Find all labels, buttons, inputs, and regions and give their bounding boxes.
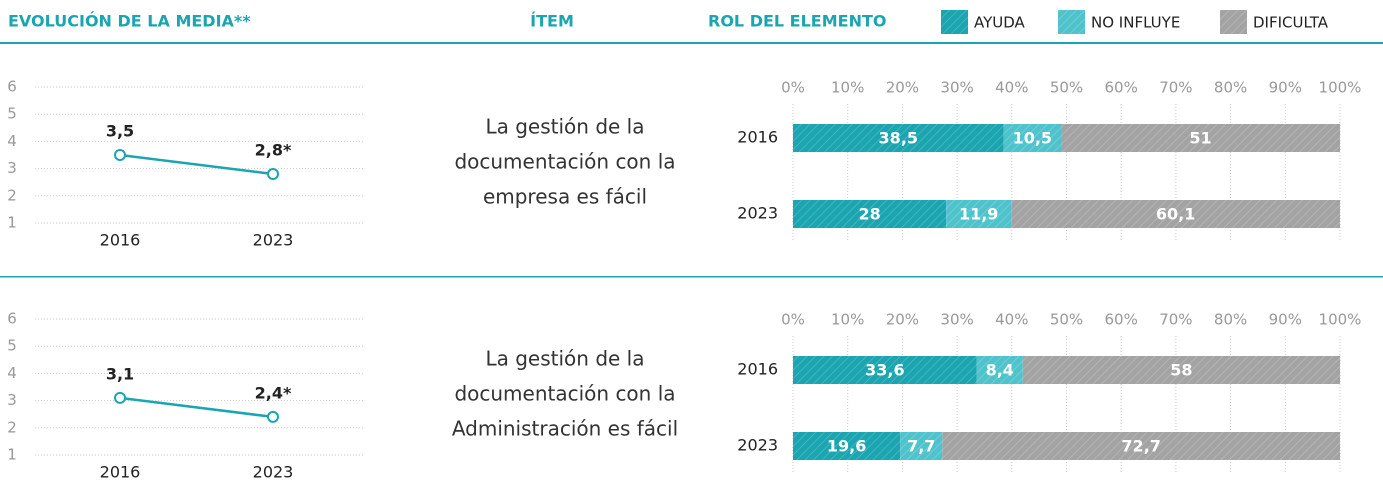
item-text: documentación con la [454,150,675,174]
bar-label: 60,1 [1156,205,1195,224]
bar-label: 8,4 [986,361,1014,380]
x-tick-label: 2023 [253,463,294,482]
x-tick-label: 30% [940,311,973,329]
bar-label: 19,6 [827,437,866,456]
legend-label: AYUDA [974,14,1026,32]
bar-segment [793,200,947,228]
y-tick-label: 6 [7,78,17,96]
bar-segment [793,124,1004,152]
bar-segment [946,200,1012,228]
x-tick-label: 80% [1214,79,1247,97]
bar-segment [1011,200,1340,228]
legend-swatch [1058,10,1085,34]
bar-label: 10,5 [1013,129,1052,148]
y-tick-label: 4 [7,132,17,150]
point [267,410,279,423]
y-tick-label: 5 [7,105,17,123]
y-tick-label: 1 [7,214,17,232]
y-tick-label: 2023 [737,204,778,223]
header-role: ROL DEL ELEMENTO [708,12,886,31]
y-tick-label: 2 [7,186,17,204]
bar-segment [1061,124,1340,152]
item-text: La gestión de la [485,347,644,371]
line [119,153,274,176]
value-label: 3,5 [106,122,134,141]
row-divider [0,276,1383,278]
bar-label: 72,7 [1121,437,1160,456]
x-tick-label: 50% [1050,79,1083,97]
bar-segment [1003,124,1062,152]
y-tick-label: 2023 [737,436,778,455]
y-tick-label: 2016 [737,128,778,147]
bar-segment [976,356,1023,384]
header-item: ÍTEM [530,12,574,31]
x-tick-label: 60% [1105,79,1138,97]
x-tick-label: 60% [1105,311,1138,329]
bar-label: 28 [858,205,880,224]
item-text: documentación con la [454,382,675,406]
x-tick-label: 90% [1269,79,1302,97]
x-tick-label: 2016 [100,463,141,482]
bar-label: 11,9 [959,205,998,224]
legend-swatch [1220,10,1247,34]
legend-label: NO INFLUYE [1091,14,1180,32]
bar-label: 38,5 [879,129,918,148]
header-rule [0,42,1383,44]
bar-segment [793,432,901,460]
y-tick-label: 2 [7,418,17,436]
item-text: Administración es fácil [452,417,678,441]
line [119,396,274,419]
bar-label: 51 [1189,129,1211,148]
x-tick-label: 40% [995,311,1028,329]
value-label: 3,1 [106,364,134,383]
y-tick-label: 6 [7,310,17,328]
item-text: La gestión de la [485,115,644,139]
y-tick-label: 3 [7,159,17,177]
x-tick-label: 90% [1269,311,1302,329]
value-label: 2,4* [255,383,292,402]
bar-segment [793,356,977,384]
x-tick-label: 100% [1319,79,1362,97]
point [267,168,279,181]
x-tick-label: 0% [781,311,805,329]
x-tick-label: 100% [1319,311,1362,329]
item-text: empresa es fácil [483,185,647,209]
bar-segment [900,432,943,460]
x-tick-label: 0% [781,79,805,97]
x-tick-label: 70% [1159,311,1192,329]
y-tick-label: 4 [7,364,17,382]
header-evolution: EVOLUCIÓN DE LA MEDIA** [8,12,251,31]
x-tick-label: 40% [995,79,1028,97]
x-tick-label: 50% [1050,311,1083,329]
x-tick-label: 80% [1214,311,1247,329]
x-tick-label: 10% [831,79,864,97]
y-tick-label: 5 [7,337,17,355]
y-tick-label: 2016 [737,360,778,379]
bar-label: 33,6 [865,361,904,380]
legend-label: DIFICULTA [1253,14,1329,32]
x-tick-label: 20% [886,79,919,97]
bar-label: 58 [1170,361,1192,380]
value-label: 2,8* [255,141,292,160]
point [114,391,126,404]
y-tick-label: 1 [7,446,17,464]
bar-segment [942,432,1340,460]
x-tick-label: 70% [1159,79,1192,97]
x-tick-label: 20% [886,311,919,329]
x-tick-label: 30% [940,79,973,97]
legend-swatch [941,10,968,34]
x-tick-label: 2016 [100,231,141,250]
point [114,149,126,161]
bar-segment [1022,356,1340,384]
y-tick-label: 3 [7,391,17,409]
bar-label: 7,7 [907,437,935,456]
x-tick-label: 2023 [253,231,294,250]
x-tick-label: 10% [831,311,864,329]
